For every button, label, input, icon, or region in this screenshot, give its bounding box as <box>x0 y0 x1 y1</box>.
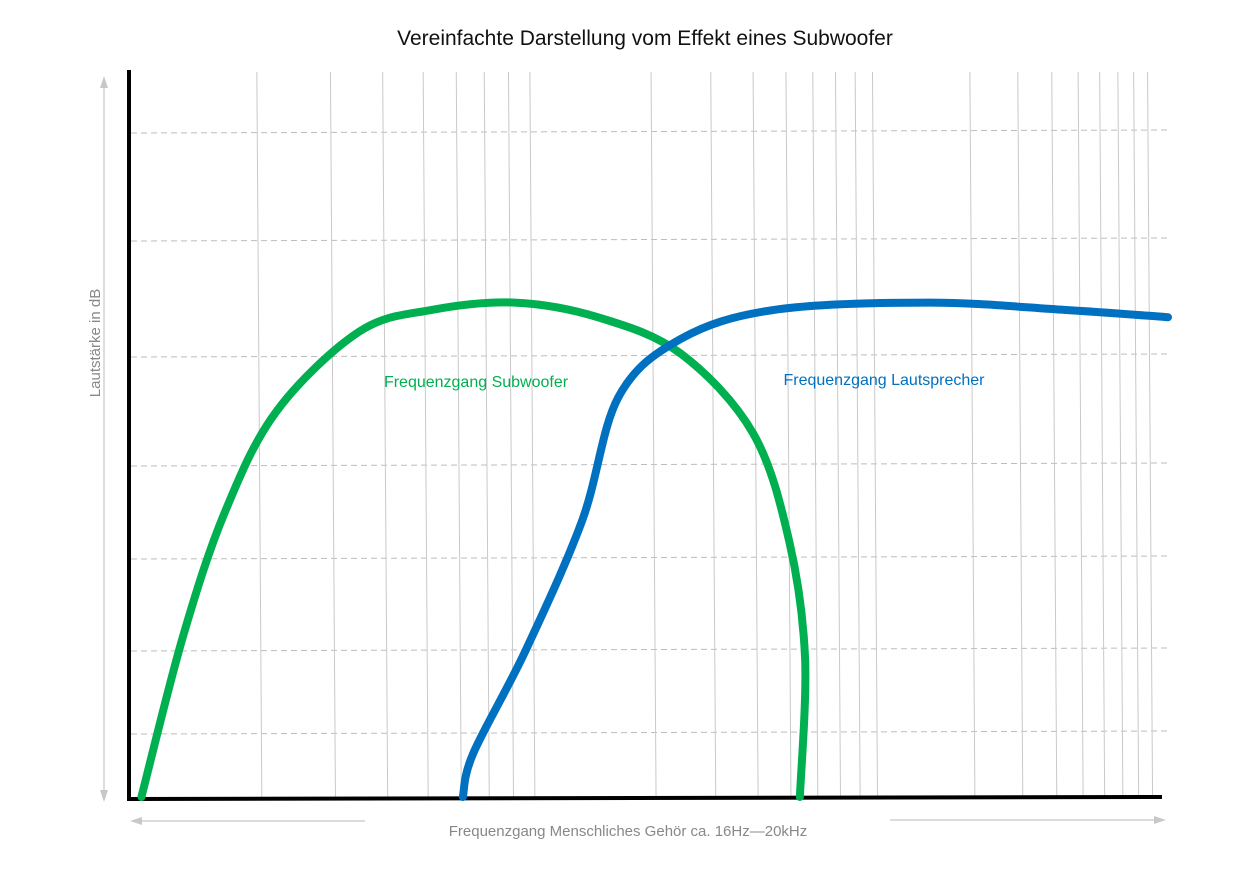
series-line-subwoofer <box>137 298 810 801</box>
h-grid-line <box>130 237 1171 242</box>
v-grid-line <box>1147 71 1154 798</box>
v-grid-line <box>329 71 336 798</box>
y-axis-arrow <box>100 76 108 802</box>
v-grid-line <box>834 71 841 798</box>
h-grid-line <box>130 555 1171 560</box>
v-grid-line <box>455 71 462 798</box>
v-grid-line <box>1077 71 1084 798</box>
v-grid-line <box>1117 71 1124 798</box>
series-label-subwoofer: Frequenzgang Subwoofer <box>384 374 569 391</box>
h-grid-line <box>130 353 1171 358</box>
v-grid-line <box>1051 71 1058 798</box>
v-grid-line <box>785 71 792 798</box>
v-grid-line <box>710 71 717 798</box>
v-grid-line <box>650 71 657 798</box>
v-grid-line <box>483 71 490 798</box>
chart-title: Vereinfachte Darstellung vom Effekt eine… <box>397 27 893 50</box>
series-layer <box>137 298 1172 801</box>
v-grid-line <box>382 71 389 798</box>
vertical-grid <box>256 71 1154 798</box>
h-grid-line <box>130 462 1171 467</box>
x-axis-arrows <box>130 816 1166 825</box>
h-grid-line <box>130 129 1171 134</box>
v-grid-line <box>969 71 976 798</box>
series-label-lautsprecher: Frequenzgang Lautsprecher <box>783 372 985 389</box>
x-axis <box>128 795 1163 801</box>
x-axis-label: Frequenzgang Menschliches Gehör ca. 16Hz… <box>449 823 808 840</box>
h-grid-line <box>130 730 1171 735</box>
v-grid-line <box>854 71 861 798</box>
v-grid-line <box>1133 71 1140 798</box>
v-grid-line <box>812 71 819 798</box>
y-axis-label: Lautstärke in dB <box>87 289 104 397</box>
v-grid-line <box>1017 71 1024 798</box>
v-grid-line <box>871 71 878 798</box>
h-grid-line <box>130 647 1171 652</box>
v-grid-line <box>529 71 536 798</box>
horizontal-grid <box>130 129 1171 735</box>
v-grid-line <box>422 71 429 798</box>
series-line-lautsprecher <box>458 298 1172 801</box>
v-grid-line <box>1099 71 1106 798</box>
